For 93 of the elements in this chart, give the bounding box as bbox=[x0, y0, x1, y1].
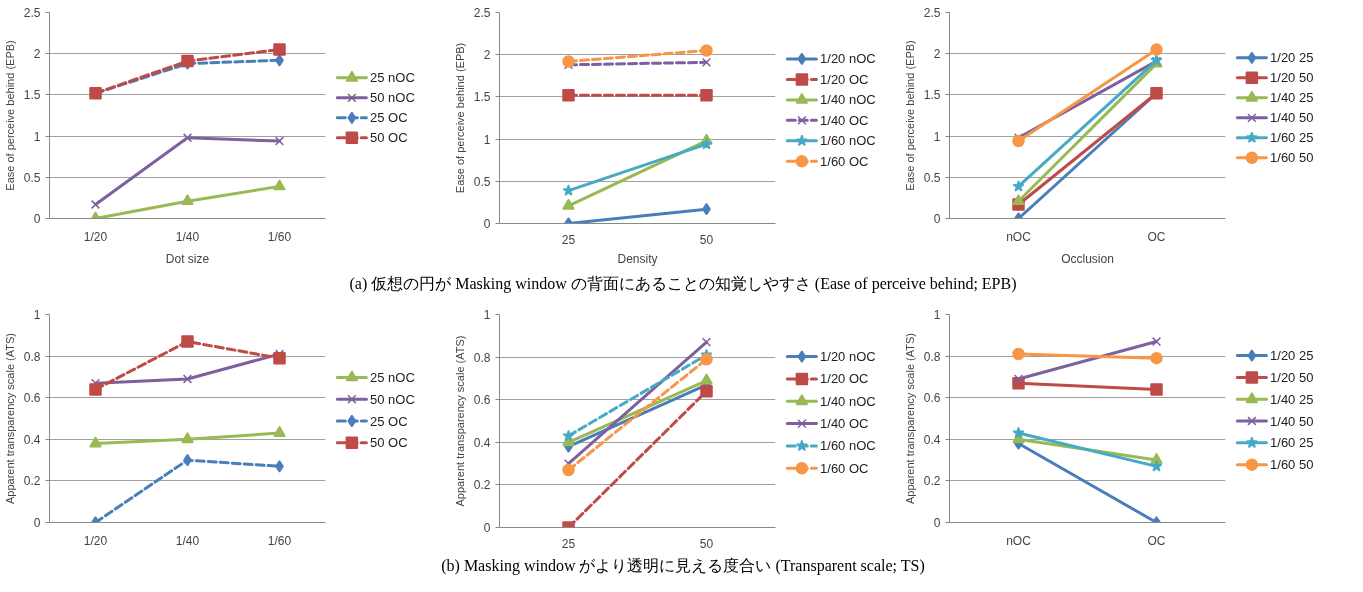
legend-label: 1/60 25 bbox=[1270, 435, 1314, 451]
x-tick-label: 1/60 bbox=[267, 533, 292, 548]
x-tick-label: nOC bbox=[1006, 533, 1032, 548]
y-tick-label: 2 bbox=[933, 47, 941, 62]
legend-label: 1/20 nOC bbox=[820, 51, 876, 67]
legend-label: 50 nOC bbox=[370, 391, 415, 407]
y-tick-label: 0.8 bbox=[923, 349, 941, 364]
legend-label: 25 OC bbox=[370, 110, 408, 126]
y-tick-label: 0.2 bbox=[473, 478, 491, 493]
legend-label: 1/20 50 bbox=[1270, 70, 1314, 86]
y-tick-label: 0.4 bbox=[473, 435, 491, 450]
y-tick-label: 1 bbox=[483, 308, 491, 322]
legend-label: 1/20 25 bbox=[1270, 50, 1314, 66]
y-tick-label: 0 bbox=[33, 212, 41, 226]
legend-label: 25 nOC bbox=[370, 70, 415, 86]
y-tick-label: 2.5 bbox=[473, 6, 491, 20]
x-tick-label: 25 bbox=[561, 232, 576, 247]
legend-label: 1/20 OC bbox=[820, 371, 869, 387]
legend-label: 1/40 50 bbox=[1270, 413, 1314, 429]
legend-label: 1/60 OC bbox=[820, 153, 869, 169]
legend-label: 25 OC bbox=[370, 413, 408, 429]
y-tick-label: 0 bbox=[483, 521, 491, 535]
y-tick-label: 1 bbox=[483, 132, 491, 147]
y-tick-label: 0.8 bbox=[23, 349, 41, 364]
y-tick-label: 0.2 bbox=[23, 474, 41, 489]
legend-label: 1/60 nOC bbox=[820, 133, 876, 149]
legend-label: 1/60 OC bbox=[820, 460, 869, 476]
y-tick-label: 2 bbox=[483, 48, 491, 63]
y-axis-title: Apparent transparency scale (ATS) bbox=[453, 335, 466, 507]
x-tick-label: OC bbox=[1147, 229, 1166, 244]
legend-label: 1/20 OC bbox=[820, 71, 869, 87]
legend-label: 1/60 50 bbox=[1270, 150, 1314, 166]
y-tick-label: 1 bbox=[33, 129, 41, 144]
y-tick-label: 0.4 bbox=[23, 432, 41, 447]
x-tick-label: 1/60 bbox=[267, 229, 292, 244]
x-tick-label: 1/40 bbox=[175, 229, 200, 244]
y-tick-label: 0 bbox=[933, 212, 941, 226]
legend-label: 50 nOC bbox=[370, 90, 415, 106]
y-tick-label: 0 bbox=[33, 516, 41, 530]
legend-label: 50 OC bbox=[370, 435, 408, 451]
y-tick-label: 1 bbox=[33, 308, 41, 322]
y-tick-label: 1.5 bbox=[923, 88, 941, 103]
x-tick-label: 25 bbox=[561, 536, 576, 551]
y-tick-label: 0.8 bbox=[473, 350, 491, 365]
text: (a) 仮想の円が Masking window の背面にあることの知覚しやすさ (Ease of perceive behind; EPB) bbox=[348, 274, 1018, 295]
x-tick-label: 1/20 bbox=[83, 533, 108, 548]
legend-label: 1/40 nOC bbox=[820, 393, 876, 409]
x-axis-title: Occlusion bbox=[1061, 251, 1114, 266]
x-tick-label: 1/40 bbox=[175, 533, 200, 548]
x-axis-title: Density bbox=[617, 251, 658, 266]
legend-label: 50 OC bbox=[370, 130, 408, 146]
y-tick-label: 0.2 bbox=[923, 474, 941, 489]
legend-label: 25 nOC bbox=[370, 369, 415, 385]
y-axis-title: Ease of perceive behind (EPB) bbox=[453, 42, 466, 194]
x-tick-label: 50 bbox=[699, 232, 714, 247]
legend-label: 1/20 nOC bbox=[820, 349, 876, 365]
y-tick-label: 0 bbox=[933, 516, 941, 530]
y-tick-label: 0.5 bbox=[23, 170, 41, 185]
y-axis-title: Apparent transparency scale (ATS) bbox=[3, 333, 16, 504]
legend-label: 1/40 25 bbox=[1270, 391, 1314, 407]
text: (b) Masking window がより透明に見える度合い (Transparent scale; TS) bbox=[440, 556, 926, 577]
legend-label: 1/40 OC bbox=[820, 112, 869, 128]
y-axis-title: Ease of perceive behind (EPB) bbox=[3, 40, 16, 191]
y-axis-title: Apparent transparency scale (ATS) bbox=[903, 333, 916, 504]
legend-label: 1/20 25 bbox=[1270, 348, 1314, 364]
legend-label: 1/60 25 bbox=[1270, 130, 1314, 146]
legend-label: 1/60 50 bbox=[1270, 457, 1314, 473]
y-tick-label: 0.5 bbox=[473, 174, 491, 189]
legend-label: 1/40 25 bbox=[1270, 90, 1314, 106]
y-tick-label: 0.4 bbox=[923, 432, 941, 447]
x-tick-label: nOC bbox=[1006, 229, 1032, 244]
legend-label: 1/40 50 bbox=[1270, 110, 1314, 126]
y-tick-label: 0.6 bbox=[473, 393, 491, 408]
y-tick-label: 2.5 bbox=[23, 6, 41, 20]
legend-label: 1/40 nOC bbox=[820, 92, 876, 108]
y-tick-label: 1.5 bbox=[473, 90, 491, 105]
y-tick-label: 0.6 bbox=[23, 391, 41, 406]
legend-label: 1/40 OC bbox=[820, 416, 869, 432]
legend-label: 1/60 nOC bbox=[820, 438, 876, 454]
y-tick-label: 1 bbox=[933, 129, 941, 144]
x-tick-label: 1/20 bbox=[83, 229, 108, 244]
x-tick-label: 50 bbox=[699, 536, 714, 551]
x-axis-title: Dot size bbox=[165, 251, 210, 266]
y-tick-label: 1.5 bbox=[23, 88, 41, 103]
y-tick-label: 0.6 bbox=[923, 391, 941, 406]
y-tick-label: 2.5 bbox=[923, 6, 941, 20]
y-tick-label: 1 bbox=[933, 308, 941, 322]
y-tick-label: 2 bbox=[33, 47, 41, 62]
y-axis-title: Ease of perceive behind (EPB) bbox=[903, 40, 916, 191]
legend-label: 1/20 50 bbox=[1270, 369, 1314, 385]
x-tick-label: OC bbox=[1147, 533, 1166, 548]
y-tick-label: 0.5 bbox=[923, 170, 941, 185]
y-tick-label: 0 bbox=[483, 217, 491, 231]
